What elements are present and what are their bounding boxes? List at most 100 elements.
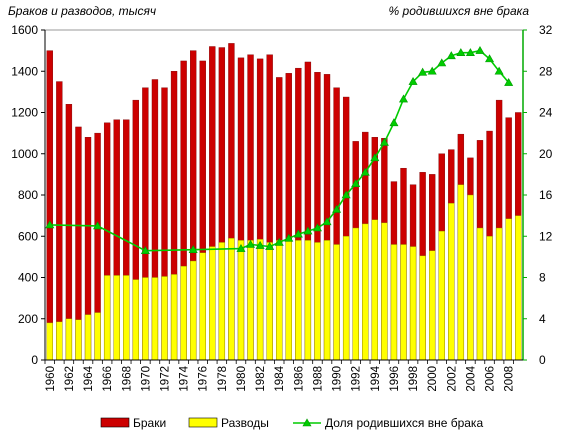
x-tick-label: 2002	[446, 366, 458, 392]
divorces-bar-2000	[429, 250, 436, 361]
marriages-bar-1960	[46, 50, 53, 361]
axes: 0 200 400 600 800 1000 1200 1400 1600 0 4 8 12 16 20 24…	[11, 23, 552, 392]
divorces-bar-2004	[467, 194, 474, 361]
outside-marker-1980	[236, 244, 246, 252]
divorces-bar-1961	[56, 321, 63, 361]
divorces-bar-1971	[151, 277, 159, 361]
left-tick-label: 1400	[11, 64, 38, 78]
divorces-bar-1990	[333, 244, 340, 361]
right-tick-label: 32	[539, 23, 553, 37]
divorces-bar-1993	[362, 223, 369, 361]
divorces-bar-1984	[276, 240, 283, 361]
divorces-bar-1987	[304, 240, 312, 361]
left-axis-title: Браков и разводов, тысяч	[8, 4, 157, 18]
divorces-bar-1974	[180, 265, 187, 361]
left-tick-label: 1600	[11, 23, 38, 37]
x-tick-label: 2006	[485, 366, 497, 392]
divorces-bar-1991	[342, 236, 350, 361]
legend-swatch-marriages	[100, 417, 130, 428]
divorces-bar-1983	[266, 242, 273, 361]
x-tick-label: 1980	[236, 366, 248, 392]
x-tick-label: 1992	[351, 366, 363, 392]
legend-label-outside: Доля родившихся вне брака	[325, 416, 483, 430]
outside-marker-2001	[437, 58, 447, 67]
outside-marker-1984	[274, 237, 284, 246]
outside-marker-1994	[370, 153, 380, 162]
divorces-bar-1973	[170, 274, 178, 361]
outside-marker-2004	[465, 48, 475, 56]
divorces-bar-2007	[495, 227, 503, 361]
right-tick-label: 16	[539, 188, 553, 202]
divorces-bar-1982	[256, 239, 264, 361]
x-tick-label: 1964	[83, 365, 95, 391]
outside-marker-2008	[504, 77, 514, 86]
x-tick-label: 1974	[179, 365, 191, 391]
divorces-bar-1979	[228, 238, 235, 361]
divorces-bar-1962	[65, 318, 73, 361]
left-tick-label: 800	[18, 188, 38, 202]
outside-marker-1995	[379, 137, 389, 146]
divorces-bar-1976	[199, 252, 206, 361]
outside-marriage-line	[45, 46, 514, 254]
outside-marker-1965	[93, 221, 103, 230]
outside-marker-1975	[188, 245, 198, 253]
x-tick-label: 1976	[198, 366, 210, 392]
x-tick-label: 1998	[408, 366, 420, 392]
outside-marker-2007	[494, 66, 504, 75]
x-tick-label: 1978	[217, 366, 229, 392]
legend-label-divorces: Разводы	[221, 416, 269, 430]
outside-marker-1987	[303, 226, 313, 235]
x-tick-label: 1960	[45, 366, 57, 392]
divorces-bar-1968	[123, 275, 130, 361]
outside-marker-1986	[293, 229, 303, 238]
divorces-bar-2009	[515, 215, 522, 361]
divorces-bar-1975	[190, 260, 197, 361]
divorces-bar-1988	[314, 242, 321, 361]
outside-marker-1988	[312, 223, 322, 232]
x-tick-label: 1966	[102, 366, 114, 392]
right-tick-label: 28	[539, 64, 553, 78]
divorces-bar-1964	[84, 314, 92, 361]
x-tick-label: 1996	[389, 366, 401, 392]
outside-marker-2000	[427, 66, 437, 75]
outside-marker-2003	[456, 48, 466, 56]
left-tick-label: 0	[31, 353, 38, 367]
right-tick-label: 0	[539, 353, 546, 367]
divorces-bar-1981	[247, 240, 254, 361]
divorces-bar-1972	[161, 276, 168, 361]
outside-marker-1970	[140, 246, 150, 254]
outside-marker-1997	[398, 94, 409, 103]
x-tick-label: 2004	[465, 365, 477, 391]
left-tick-label: 1000	[11, 147, 38, 161]
left-tick-label: 400	[18, 271, 38, 285]
outside-marker-1981	[246, 239, 256, 248]
x-tick-label: 1968	[121, 366, 133, 392]
divorces-bar-1986	[295, 240, 302, 361]
divorces-bar-1994	[371, 219, 378, 361]
x-tick-label: 1970	[140, 366, 152, 392]
divorces-bar-1997	[400, 244, 407, 361]
left-tick-label: 600	[18, 229, 38, 243]
x-tick-label: 2000	[427, 366, 439, 392]
divorces-bar-1965	[94, 312, 101, 361]
divorces-bar-1996	[390, 244, 398, 361]
legend-swatch-divorces	[188, 417, 218, 428]
legend: Браки Разводы Доля родившихся вне брака	[100, 416, 483, 430]
divorces-bar-1985	[285, 240, 292, 361]
divorces-bar-1960	[46, 322, 53, 361]
outside-marker-2002	[446, 51, 456, 60]
right-axis-title: % родившихся вне брака	[388, 4, 529, 18]
x-tick-label: 1986	[293, 366, 305, 392]
outside-marker-2005	[475, 46, 485, 54]
x-tick-label: 2008	[504, 366, 516, 392]
divorces-bar-1963	[75, 319, 82, 361]
right-tick-label: 8	[539, 271, 546, 285]
divorces-bar-1967	[113, 275, 120, 361]
outside-marker-1993	[360, 167, 370, 176]
x-tick-label: 1988	[312, 366, 324, 392]
divorces-bar-1992	[352, 227, 359, 361]
divorces-bar-1989	[323, 240, 331, 361]
outside-marker-1991	[341, 190, 351, 199]
divorces-bar-2005	[476, 227, 484, 361]
